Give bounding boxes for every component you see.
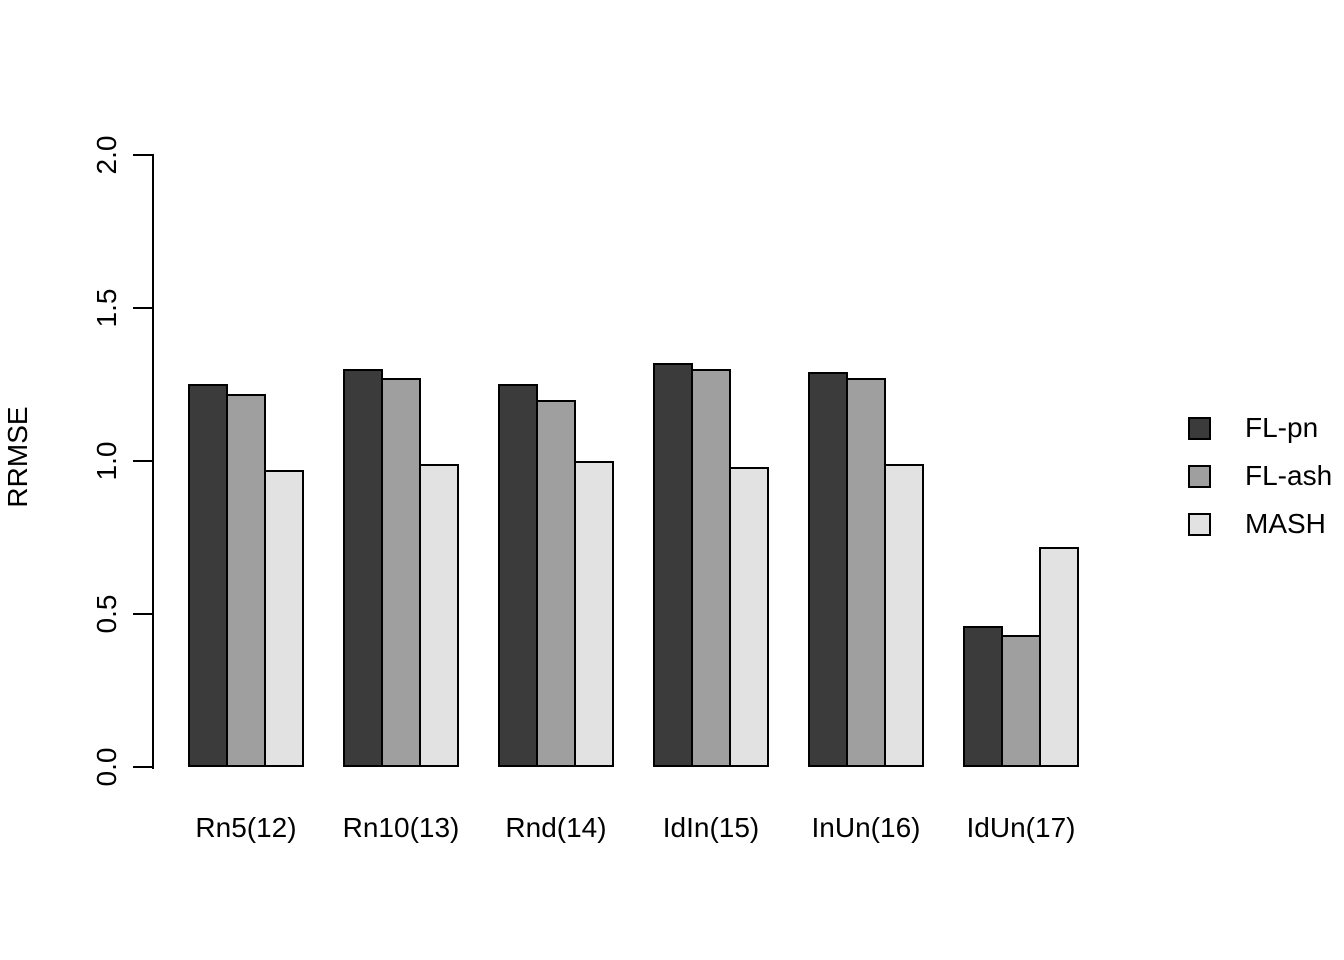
- legend-swatch-MASH: [1188, 512, 1211, 536]
- legend-swatch-FL-pn: [1188, 416, 1211, 440]
- y-tick-mark: [133, 766, 152, 768]
- bar-FL-ash-Rn5(12): [226, 394, 266, 767]
- bar-FL-ash-InUn(16): [846, 378, 886, 767]
- y-tick-label: 1.0: [91, 441, 122, 481]
- bar-FL-ash-Rnd(14): [536, 400, 576, 767]
- y-tick-mark: [133, 307, 152, 309]
- legend-item-MASH: MASH: [1188, 508, 1332, 540]
- bar-FL-pn-IdIn(15): [653, 363, 693, 767]
- bar-MASH-IdUn(17): [1039, 547, 1079, 767]
- x-tick-label-IdIn(15): IdIn(15): [662, 812, 760, 843]
- bar-FL-ash-Rn10(13): [381, 378, 421, 767]
- x-tick-label-InUn(16): InUn(16): [811, 812, 921, 843]
- y-tick-mark: [133, 460, 152, 462]
- bar-MASH-InUn(16): [884, 464, 924, 767]
- y-tick-label: 0.5: [91, 594, 122, 634]
- bar-MASH-IdIn(15): [729, 467, 769, 767]
- legend-item-FL-ash: FL-ash: [1188, 460, 1332, 492]
- legend-item-FL-pn: FL-pn: [1188, 412, 1332, 444]
- y-tick-mark: [133, 613, 152, 615]
- x-tick-label-Rnd(14): Rnd(14): [505, 812, 607, 843]
- legend-label-MASH: MASH: [1245, 508, 1326, 539]
- bar-FL-pn-Rn5(12): [188, 384, 228, 767]
- bar-MASH-Rn5(12): [264, 470, 304, 767]
- legend: FL-pn FL-ash MASH: [1188, 412, 1332, 540]
- y-tick-label: 0.0: [91, 747, 122, 787]
- bar-FL-pn-IdUn(17): [963, 626, 1003, 767]
- bar-FL-ash-IdIn(15): [691, 369, 731, 767]
- bar-FL-pn-Rn10(13): [343, 369, 383, 767]
- legend-swatch-FL-ash: [1188, 464, 1211, 488]
- legend-label-FL-pn: FL-pn: [1245, 412, 1319, 443]
- y-axis: [152, 154, 154, 769]
- bar-FL-pn-InUn(16): [808, 372, 848, 767]
- y-tick-mark: [133, 154, 152, 156]
- bar-FL-ash-IdUn(17): [1001, 635, 1041, 767]
- x-tick-label-Rn10(13): Rn10(13): [342, 812, 460, 843]
- x-tick-label-IdUn(17): IdUn(17): [966, 812, 1076, 843]
- y-tick-label: 1.5: [91, 288, 122, 328]
- bar-MASH-Rn10(13): [419, 464, 459, 767]
- bar-MASH-Rnd(14): [574, 461, 614, 767]
- y-tick-label: 2.0: [91, 135, 122, 175]
- legend-label-FL-ash: FL-ash: [1245, 460, 1333, 491]
- x-tick-label-Rn5(12): Rn5(12): [195, 812, 297, 843]
- bar-FL-pn-Rnd(14): [498, 384, 538, 767]
- y-axis-title: RRMSE: [2, 406, 33, 508]
